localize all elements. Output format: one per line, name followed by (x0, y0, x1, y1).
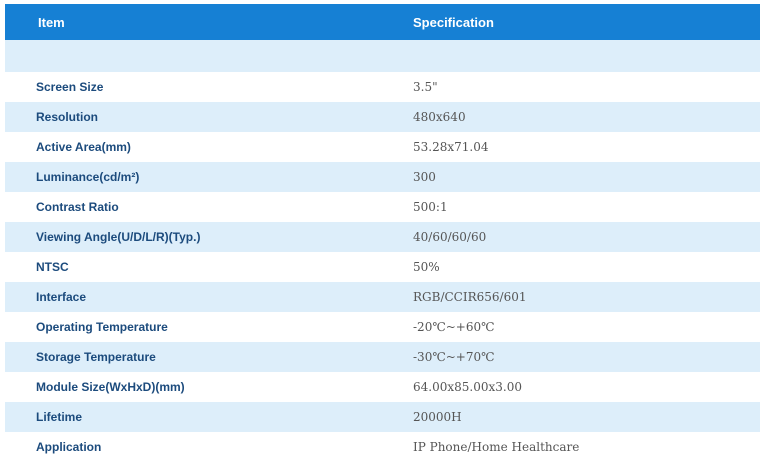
spec-value: 300 (381, 162, 760, 192)
table-row: Contrast Ratio 500:1 (5, 192, 760, 222)
spec-value: 480x640 (381, 102, 760, 132)
spec-item-label: Application (5, 432, 381, 462)
spec-table: Item Specification Screen Size 3.5" Resolu… (5, 4, 760, 462)
table-row: Module Size(WxHxD)(mm) 64.00x85.00x3.00 (5, 372, 760, 402)
table-body: Screen Size 3.5" Resolution 480x640 Active A… (5, 40, 760, 462)
spec-item-label: Active Area(mm) (5, 132, 381, 162)
table-row: NTSC 50% (5, 252, 760, 282)
table-row: Screen Size 3.5" (5, 72, 760, 102)
column-header-specification: Specification (381, 4, 760, 40)
spacer-cell (381, 40, 760, 72)
spec-item-label: NTSC (5, 252, 381, 282)
spec-item-label: Viewing Angle(U/D/L/R)(Typ.) (5, 222, 381, 252)
spec-value: 40/60/60/60 (381, 222, 760, 252)
table-row: Storage Temperature -30℃~+70℃ (5, 342, 760, 372)
table-row: Lifetime 20000H (5, 402, 760, 432)
spec-item-label: Lifetime (5, 402, 381, 432)
table-header-row: Item Specification (5, 4, 760, 40)
table-row: Operating Temperature -20℃~+60℃ (5, 312, 760, 342)
spacer-cell (5, 40, 381, 72)
spec-value: 50% (381, 252, 760, 282)
spec-item-label: Interface (5, 282, 381, 312)
spec-value: -30℃~+70℃ (381, 342, 760, 372)
spec-item-label: Luminance(cd/m²) (5, 162, 381, 192)
spec-value: -20℃~+60℃ (381, 312, 760, 342)
table-row: Application IP Phone/Home Healthcare (5, 432, 760, 462)
spec-value: 53.28x71.04 (381, 132, 760, 162)
table-row: Viewing Angle(U/D/L/R)(Typ.) 40/60/60/60 (5, 222, 760, 252)
spec-value: 500:1 (381, 192, 760, 222)
spec-value: 64.00x85.00x3.00 (381, 372, 760, 402)
spec-item-label: Module Size(WxHxD)(mm) (5, 372, 381, 402)
spec-item-label: Operating Temperature (5, 312, 381, 342)
spec-item-label: Resolution (5, 102, 381, 132)
column-header-item: Item (5, 4, 381, 40)
spec-value: 20000H (381, 402, 760, 432)
table-row: Interface RGB/CCIR656/601 (5, 282, 760, 312)
spacer-row (5, 40, 760, 72)
table-row: Resolution 480x640 (5, 102, 760, 132)
spec-value: 3.5" (381, 72, 760, 102)
spec-item-label: Contrast Ratio (5, 192, 381, 222)
spec-item-label: Storage Temperature (5, 342, 381, 372)
spec-value: RGB/CCIR656/601 (381, 282, 760, 312)
table-row: Luminance(cd/m²) 300 (5, 162, 760, 192)
spec-value: IP Phone/Home Healthcare (381, 432, 760, 462)
spec-item-label: Screen Size (5, 72, 381, 102)
table-row: Active Area(mm) 53.28x71.04 (5, 132, 760, 162)
